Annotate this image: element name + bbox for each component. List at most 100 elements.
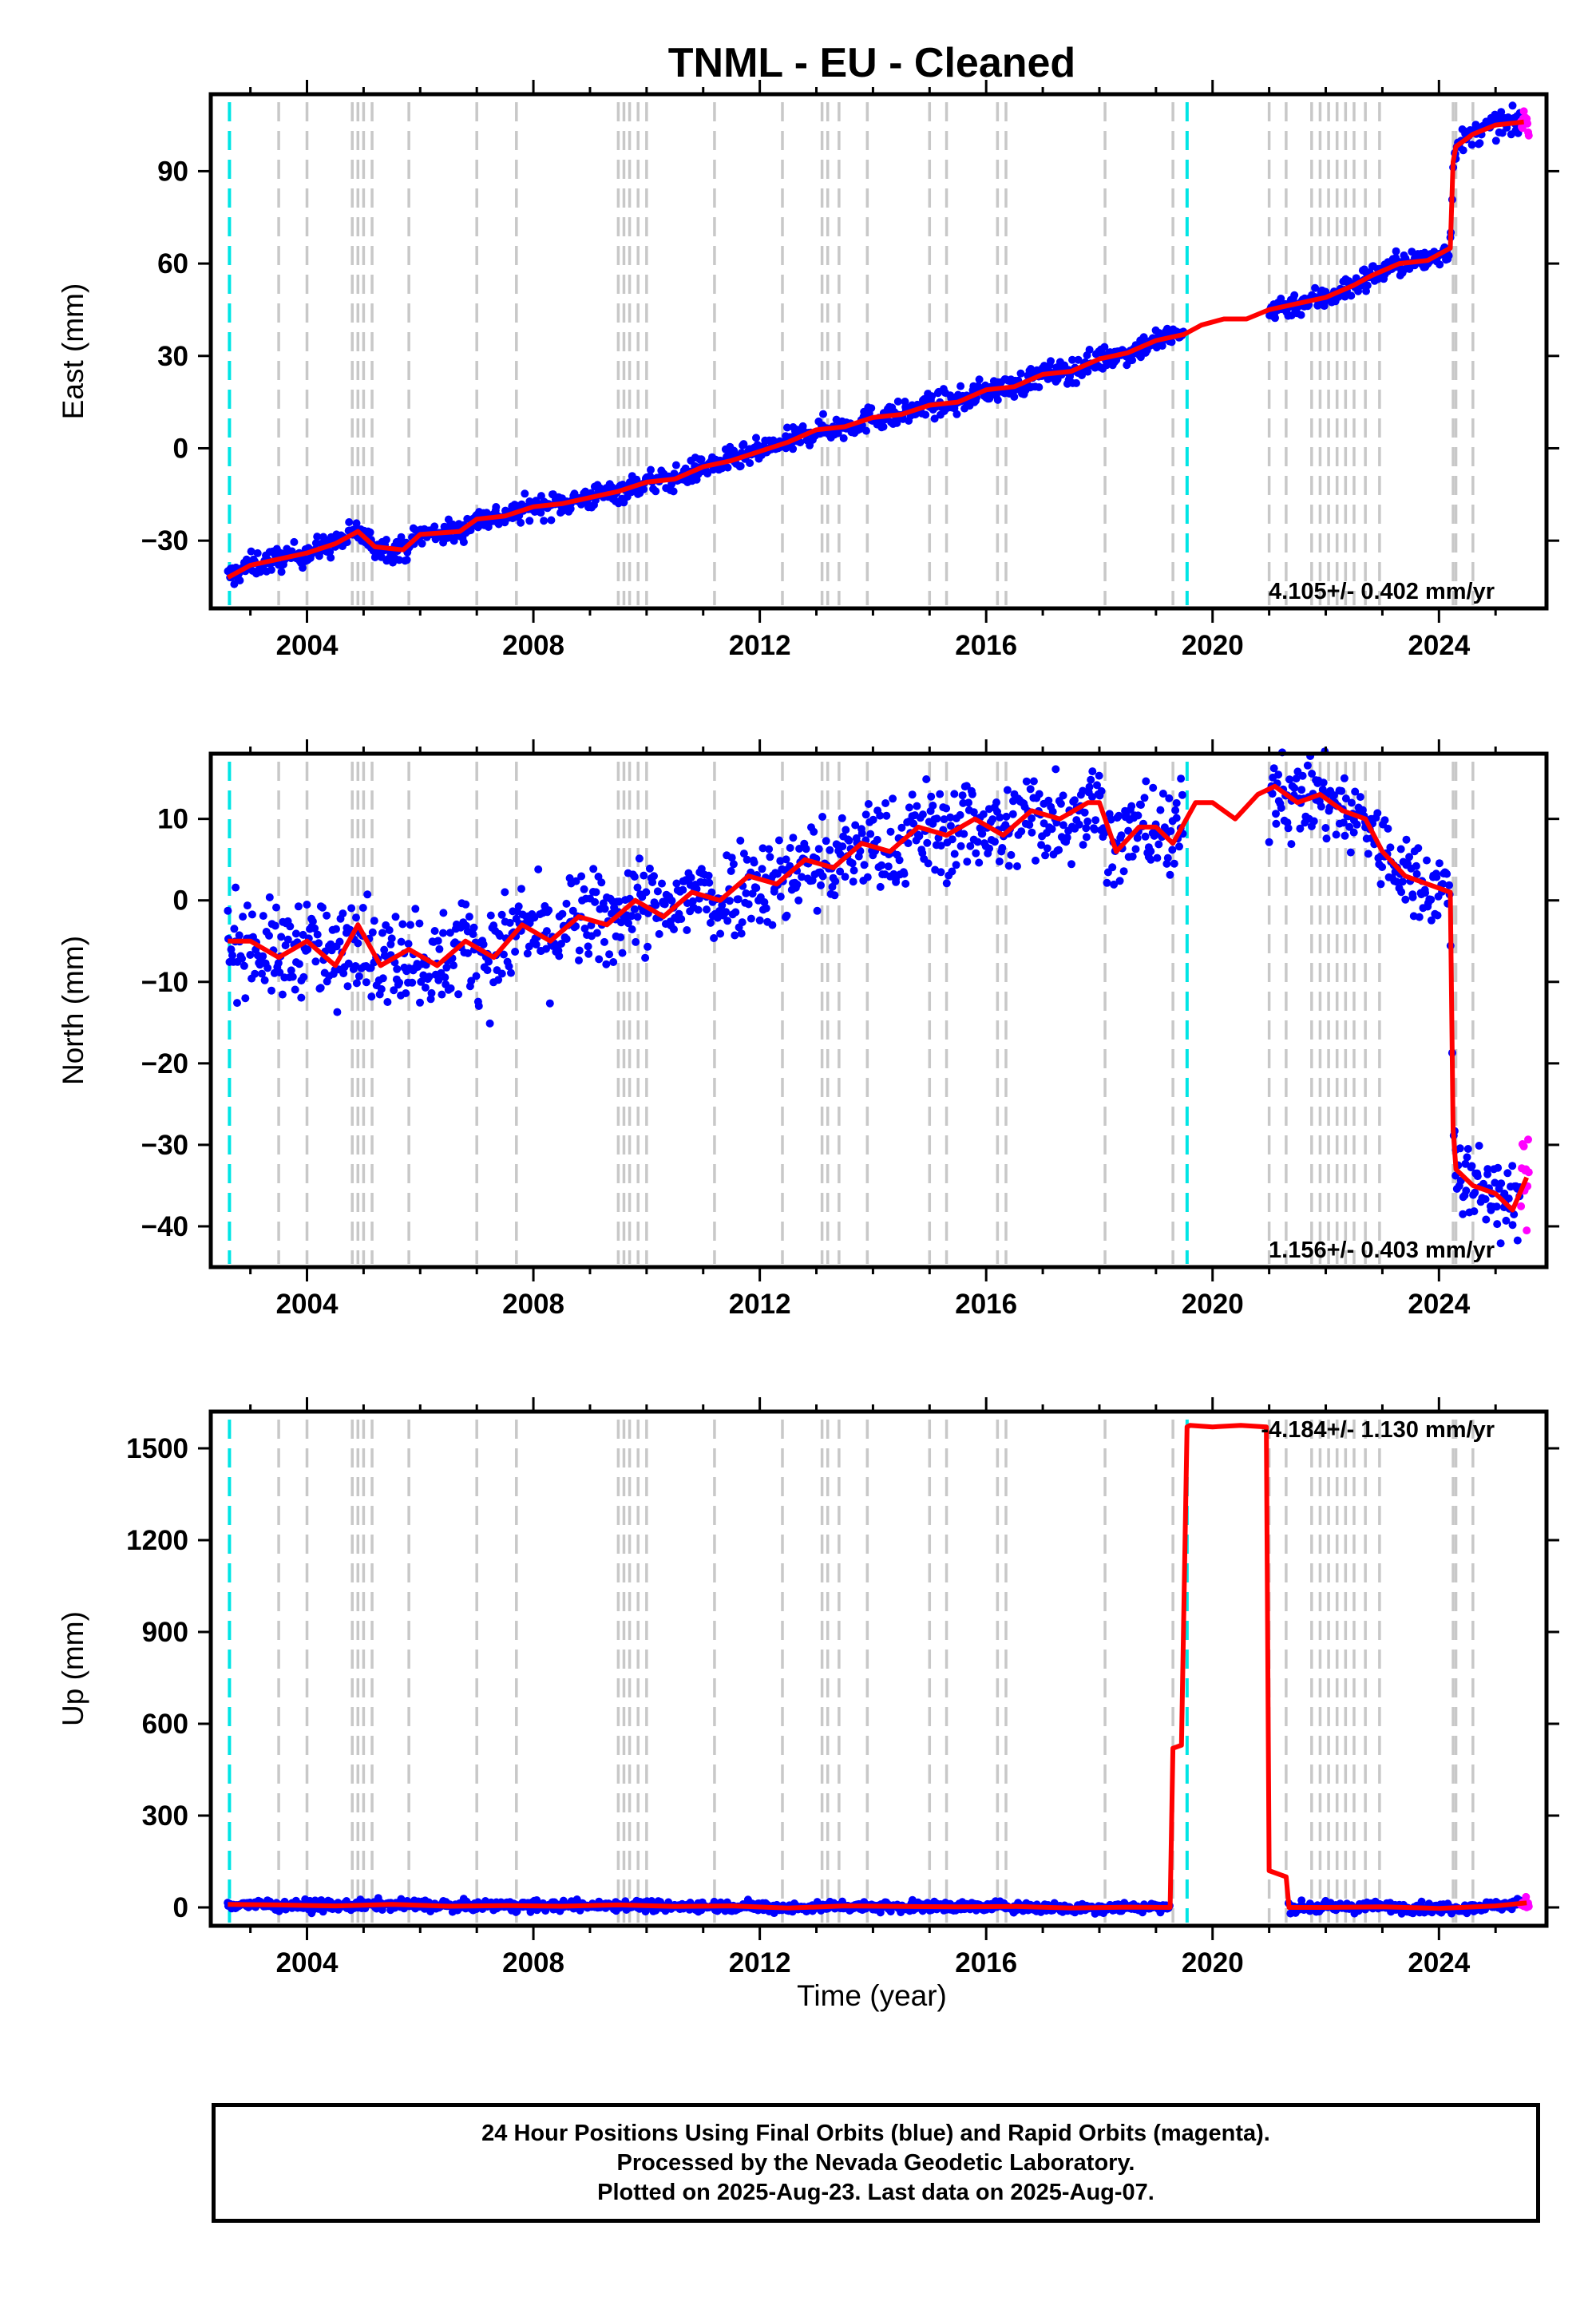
y-tick-label: −30: [141, 1130, 188, 1161]
final-orbit-point: [842, 826, 850, 834]
final-orbit-point: [235, 931, 244, 940]
final-orbit-point: [1149, 783, 1158, 792]
final-orbit-point: [964, 798, 972, 807]
final-orbit-point: [1078, 371, 1086, 379]
x-tick-label: 2008: [502, 1947, 564, 1978]
final-orbit-point: [1075, 820, 1083, 829]
final-orbit-point: [497, 969, 506, 978]
final-orbit-point: [963, 857, 972, 866]
final-orbit-point: [472, 972, 481, 980]
final-orbit-point: [1128, 852, 1137, 861]
final-orbit-point: [1037, 841, 1046, 850]
final-orbit-point: [1085, 346, 1094, 354]
final-orbit-point: [347, 904, 356, 913]
final-orbit-point: [1412, 861, 1420, 870]
y-tick-label: 10: [157, 804, 188, 835]
final-orbit-point: [1297, 311, 1305, 319]
final-orbit-point: [485, 957, 493, 966]
final-orbit-point: [418, 539, 426, 548]
final-orbit-point: [1427, 895, 1436, 904]
y-tick-label: 0: [173, 433, 188, 464]
rapid-orbit-point: [1524, 1135, 1532, 1144]
final-orbit-point: [1414, 844, 1423, 853]
final-orbit-point: [417, 977, 426, 986]
x-tick-label: 2012: [729, 1289, 791, 1320]
final-orbit-point: [239, 913, 248, 921]
final-orbit-point: [1091, 816, 1100, 825]
final-orbit-point: [1172, 814, 1181, 822]
final-orbit-point: [716, 929, 725, 938]
final-orbit-point: [263, 964, 272, 972]
final-orbit-point: [1127, 802, 1136, 810]
final-orbit-point: [838, 842, 847, 851]
final-orbit-point: [1503, 1169, 1512, 1178]
final-orbit-point: [1163, 854, 1172, 862]
final-orbit-point: [905, 803, 913, 812]
final-orbit-point: [1475, 1142, 1483, 1150]
final-orbit-point: [496, 932, 505, 941]
final-orbit-point: [877, 861, 886, 869]
final-orbit-point: [864, 800, 873, 808]
final-orbit-point: [1364, 850, 1372, 858]
final-orbit-point: [525, 517, 534, 525]
final-orbit-point: [710, 934, 719, 942]
final-orbit-point: [703, 469, 712, 478]
final-orbit-point: [308, 917, 317, 925]
final-orbit-point: [901, 879, 910, 888]
final-orbit-point: [1421, 889, 1430, 897]
final-orbit-point: [1308, 770, 1317, 778]
final-orbit-point: [704, 871, 713, 880]
final-orbit-point: [1405, 853, 1414, 861]
final-orbit-point: [584, 942, 592, 951]
final-orbit-point: [929, 802, 937, 810]
final-orbit-point: [897, 823, 906, 832]
final-orbit-point: [1332, 830, 1341, 839]
final-orbit-point: [344, 959, 353, 968]
final-orbit-point: [975, 858, 984, 867]
rapid-orbit-point: [1519, 107, 1528, 116]
final-orbit-point: [1508, 101, 1517, 110]
final-orbit-point: [904, 839, 913, 848]
final-orbit-point: [1481, 1195, 1490, 1203]
final-orbit-point: [1363, 281, 1372, 290]
final-orbit-point: [1178, 790, 1186, 799]
final-orbit-point: [274, 959, 283, 968]
final-orbit-point: [762, 904, 770, 913]
final-orbit-point: [734, 895, 743, 904]
final-orbit-point: [383, 998, 392, 1006]
final-orbit-point: [1494, 1163, 1503, 1172]
final-orbit-point: [841, 873, 849, 881]
final-orbit-point: [483, 966, 492, 975]
rapid-orbit-point: [1517, 1202, 1526, 1210]
final-orbit-point: [1423, 856, 1431, 865]
final-orbit-point: [595, 955, 604, 964]
final-orbit-point: [507, 968, 515, 977]
final-orbit-point: [459, 538, 468, 546]
final-orbit-point: [291, 985, 299, 994]
final-orbit-point: [1055, 846, 1063, 854]
model-fit-line: [226, 119, 1524, 580]
final-orbit-point: [288, 972, 297, 981]
final-orbit-point: [430, 522, 439, 531]
final-orbit-point: [1128, 356, 1137, 365]
final-orbit-point: [1378, 863, 1387, 871]
final-orbit-point: [345, 518, 354, 526]
x-tick-label: 2020: [1182, 1947, 1244, 1978]
final-orbit-point: [1287, 840, 1296, 849]
y-tick-label: 900: [142, 1617, 188, 1648]
final-orbit-point: [1444, 252, 1453, 260]
final-orbit-point: [687, 873, 695, 882]
final-orbit-point: [277, 568, 286, 576]
final-orbit-point: [1491, 1178, 1499, 1187]
final-orbit-point: [819, 410, 827, 418]
final-orbit-point: [421, 984, 430, 992]
final-orbit-point: [760, 898, 769, 906]
y-tick-label: 600: [142, 1709, 188, 1740]
final-orbit-point: [492, 503, 501, 511]
final-orbit-point: [1072, 378, 1080, 387]
y-tick-label: −10: [141, 967, 188, 998]
final-orbit-point: [679, 885, 687, 894]
final-orbit-point: [848, 859, 857, 868]
final-orbit-point: [793, 880, 802, 889]
final-orbit-point: [956, 810, 964, 819]
